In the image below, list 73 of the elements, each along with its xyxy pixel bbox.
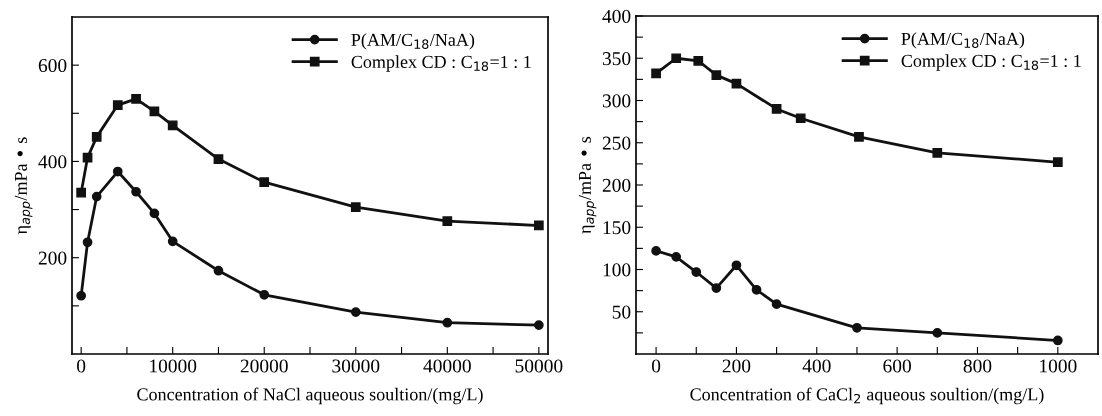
point bbox=[852, 322, 862, 333]
point bbox=[751, 284, 762, 295]
point bbox=[671, 251, 682, 262]
point bbox=[691, 267, 702, 277]
y-tick-label: 600 bbox=[38, 58, 67, 73]
legend-label: P(AM/C$_{18}$/NaA) bbox=[901, 32, 1025, 49]
legend-label: P(AM/C$_{18}$/NaA) bbox=[351, 33, 475, 50]
x-tick-label: 1000 bbox=[1040, 359, 1077, 373]
y-tick-label: 300 bbox=[602, 94, 631, 108]
point bbox=[533, 320, 544, 330]
point bbox=[1052, 335, 1063, 346]
x-tick-label: 800 bbox=[963, 359, 992, 373]
point bbox=[149, 106, 160, 117]
point bbox=[350, 202, 361, 213]
y-tick-label: 200 bbox=[38, 251, 67, 265]
point bbox=[932, 328, 943, 338]
y-tick-label: 50 bbox=[612, 305, 631, 319]
y-tick-label: 400 bbox=[38, 155, 67, 169]
point bbox=[112, 166, 123, 177]
x-tick-label: 30000 bbox=[332, 359, 380, 373]
point bbox=[442, 317, 453, 328]
y-axis-title: η$_{app}$/mPa • s bbox=[578, 136, 597, 234]
point bbox=[711, 70, 722, 81]
point bbox=[731, 260, 742, 271]
point bbox=[1052, 157, 1063, 168]
point bbox=[131, 93, 141, 104]
point bbox=[533, 220, 544, 231]
x-tick-label: 400 bbox=[802, 359, 831, 373]
point bbox=[771, 104, 782, 114]
point bbox=[671, 53, 682, 64]
y-tick-label: 100 bbox=[603, 263, 631, 277]
point bbox=[854, 131, 864, 142]
point bbox=[711, 283, 722, 293]
point bbox=[213, 265, 224, 276]
point bbox=[149, 208, 160, 219]
point bbox=[131, 186, 141, 197]
y-tick-label: 250 bbox=[602, 136, 631, 150]
x-tick-label: 600 bbox=[883, 359, 911, 373]
legend-label: Complex CD : C$_{18}$=1 : 1 bbox=[351, 55, 531, 72]
point bbox=[259, 289, 270, 300]
point bbox=[91, 191, 102, 202]
point bbox=[651, 68, 661, 79]
x-tick-label: 50000 bbox=[515, 359, 563, 373]
point bbox=[82, 237, 93, 248]
y-tick-label: 200 bbox=[602, 178, 631, 192]
point bbox=[167, 120, 178, 131]
point bbox=[350, 307, 361, 317]
y-axis-title: η$_{app}$/mPa • s bbox=[14, 137, 33, 235]
point bbox=[693, 55, 704, 66]
x-tick-label: 40000 bbox=[423, 359, 471, 373]
legend-label: Complex CD : C$_{18}$=1 : 1 bbox=[901, 54, 1081, 71]
point bbox=[76, 290, 87, 301]
point bbox=[91, 132, 102, 142]
x-axis-title: Concentration of NaCl aqueous soultion/(mg/L) bbox=[137, 387, 483, 405]
point bbox=[213, 154, 224, 164]
x-tick-label: 0 bbox=[651, 359, 661, 373]
point bbox=[795, 113, 806, 124]
point bbox=[932, 148, 943, 158]
point bbox=[167, 236, 178, 247]
point bbox=[112, 100, 123, 110]
point bbox=[76, 187, 87, 198]
y-tick-label: 400 bbox=[602, 9, 631, 23]
x-tick-label: 20000 bbox=[240, 359, 288, 373]
point bbox=[651, 246, 661, 256]
point bbox=[442, 216, 453, 226]
x-axis-title: Concentration of CaCl$_{2}$ aqueous soultion/(mg/L) bbox=[690, 387, 1044, 405]
x-tick-label: 200 bbox=[722, 359, 751, 373]
x-tick-label: 0 bbox=[77, 359, 86, 373]
x-tick-label: 10000 bbox=[150, 359, 197, 373]
point bbox=[771, 299, 782, 310]
point bbox=[259, 177, 270, 187]
y-tick-label: 150 bbox=[603, 221, 631, 235]
y-tick-label: 350 bbox=[602, 52, 631, 66]
